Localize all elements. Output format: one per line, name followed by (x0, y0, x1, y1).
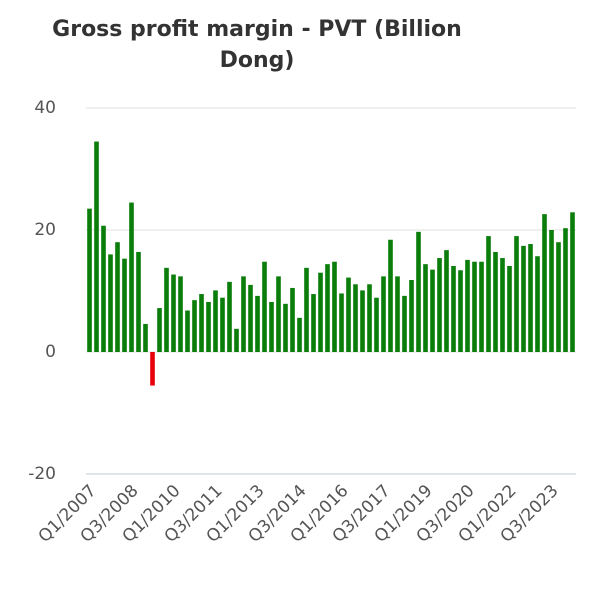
bar (325, 264, 330, 352)
bar (269, 301, 274, 352)
bar (255, 295, 260, 352)
bar (423, 264, 428, 352)
bar (122, 258, 127, 352)
bar (437, 258, 442, 352)
bar (556, 242, 561, 352)
bar (318, 272, 323, 352)
bar (227, 281, 232, 352)
bar (115, 242, 120, 352)
bar (500, 258, 505, 352)
bar (339, 293, 344, 352)
bar (402, 295, 407, 352)
bar (367, 284, 372, 352)
bar (479, 261, 484, 352)
bar (164, 267, 169, 352)
bar (297, 317, 302, 352)
bar (493, 251, 498, 352)
bar (549, 230, 554, 352)
bar (94, 141, 99, 352)
bar (521, 245, 526, 352)
bar (388, 239, 393, 352)
bar (283, 303, 288, 352)
bar (101, 225, 106, 352)
bar (206, 301, 211, 352)
bar (535, 256, 540, 352)
bar (304, 267, 309, 352)
bar (416, 231, 421, 352)
bar (528, 244, 533, 352)
bar (542, 214, 547, 352)
bar (262, 261, 267, 352)
bar (311, 294, 316, 352)
bar (199, 294, 204, 352)
bar (185, 310, 190, 352)
y-tick-label: 20 (34, 220, 56, 240)
bar (136, 251, 141, 352)
bar (192, 300, 197, 352)
y-tick-label: -20 (28, 464, 56, 484)
bar (486, 236, 491, 352)
bar (374, 297, 379, 352)
bar (409, 280, 414, 352)
bar (507, 265, 512, 352)
bar (290, 287, 295, 352)
bar (143, 323, 148, 352)
chart-title: Gross profit margin - PVT (Billion Dong) (52, 17, 462, 73)
bar (129, 202, 134, 352)
bar (570, 212, 575, 352)
bar (248, 284, 253, 352)
bar (276, 276, 281, 352)
bar (87, 208, 92, 352)
bar (157, 308, 162, 352)
bar (444, 250, 449, 352)
bar (430, 269, 435, 352)
bar (241, 276, 246, 352)
bar (514, 236, 519, 352)
bar (213, 290, 218, 352)
bar (220, 297, 225, 352)
bar (108, 254, 113, 352)
bar (332, 261, 337, 352)
bar (234, 328, 239, 352)
bar (171, 274, 176, 352)
bar (451, 265, 456, 352)
bar (395, 276, 400, 352)
bar (381, 276, 386, 352)
bar (472, 261, 477, 352)
bar (353, 284, 358, 352)
y-tick-label: 40 (34, 98, 56, 118)
bar (563, 228, 568, 352)
y-tick-label: 0 (45, 342, 56, 362)
bar (465, 259, 470, 352)
bar (150, 352, 155, 386)
bar (360, 290, 365, 352)
bar (346, 277, 351, 352)
bar (178, 276, 183, 352)
bar (458, 270, 463, 352)
